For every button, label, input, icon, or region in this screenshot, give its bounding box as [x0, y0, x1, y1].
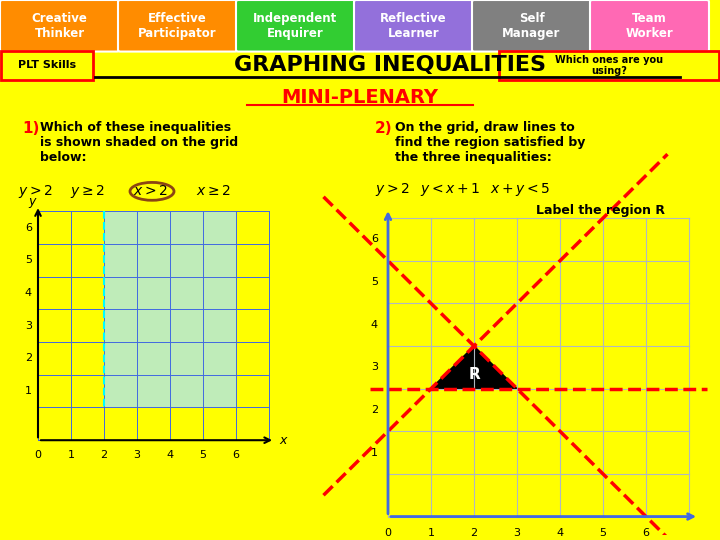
Text: $y > 2$: $y > 2$ [375, 181, 410, 198]
Text: PLT Skills: PLT Skills [18, 60, 76, 70]
Bar [104, 211, 236, 408]
Text: GRAPHING INEQUALITIES: GRAPHING INEQUALITIES [234, 56, 546, 76]
Text: 1: 1 [371, 448, 378, 457]
Text: y: y [28, 195, 36, 208]
Text: $y > 2$: $y > 2$ [18, 183, 53, 200]
FancyBboxPatch shape [590, 0, 709, 51]
Text: $y \geq 2$: $y \geq 2$ [70, 183, 105, 200]
Text: 2: 2 [25, 353, 32, 363]
Text: Which of these inequalities
is shown shaded on the grid
below:: Which of these inequalities is shown sha… [40, 121, 238, 164]
Text: 6: 6 [25, 222, 32, 233]
FancyBboxPatch shape [499, 51, 719, 80]
Text: Label the region R: Label the region R [536, 204, 665, 217]
Text: 6: 6 [642, 529, 649, 538]
Text: 1: 1 [25, 386, 32, 396]
Text: 1: 1 [68, 450, 74, 460]
Text: 0: 0 [384, 529, 392, 538]
Text: 4: 4 [25, 288, 32, 298]
Text: $x > 2$: $x > 2$ [133, 184, 168, 198]
Text: 2: 2 [371, 405, 378, 415]
Text: MINI-PLENARY: MINI-PLENARY [282, 87, 438, 107]
Text: Team
Worker: Team Worker [626, 12, 673, 40]
Text: 2: 2 [100, 450, 107, 460]
Text: 5: 5 [371, 277, 378, 287]
FancyBboxPatch shape [118, 0, 237, 51]
Text: R: R [468, 367, 480, 382]
Text: Reflective
Learner: Reflective Learner [380, 12, 447, 40]
FancyBboxPatch shape [472, 0, 591, 51]
Text: 5: 5 [25, 255, 32, 265]
Text: x: x [279, 434, 287, 447]
Text: 2): 2) [375, 121, 392, 136]
FancyBboxPatch shape [354, 0, 473, 51]
Text: 4: 4 [166, 450, 174, 460]
Text: 0: 0 [35, 450, 42, 460]
FancyBboxPatch shape [236, 0, 355, 51]
Text: $x \geq 2$: $x \geq 2$ [196, 184, 231, 198]
Text: Self
Manager: Self Manager [503, 12, 561, 40]
FancyBboxPatch shape [0, 0, 119, 51]
Text: 3: 3 [133, 450, 140, 460]
Text: 6: 6 [371, 234, 378, 245]
Text: 1: 1 [428, 529, 434, 538]
Text: Creative
Thinker: Creative Thinker [32, 12, 87, 40]
Text: 1): 1) [22, 121, 40, 136]
Text: $y < x + 1$: $y < x + 1$ [420, 181, 480, 198]
Text: 3: 3 [25, 321, 32, 330]
Text: 5: 5 [600, 529, 606, 538]
Text: Which ones are you
using?: Which ones are you using? [555, 55, 663, 76]
Text: 3: 3 [371, 362, 378, 373]
Text: 5: 5 [199, 450, 207, 460]
Text: 3: 3 [513, 529, 521, 538]
Text: 2: 2 [470, 529, 477, 538]
FancyBboxPatch shape [1, 51, 93, 80]
Text: 4: 4 [557, 529, 564, 538]
Text: Effective
Participator: Effective Participator [138, 12, 217, 40]
Text: 4: 4 [371, 320, 378, 330]
Text: 6: 6 [233, 450, 240, 460]
Text: Independent
Enquirer: Independent Enquirer [253, 12, 338, 40]
Text: On the grid, draw lines to
find the region satisfied by
the three inequalities:: On the grid, draw lines to find the regi… [395, 121, 585, 164]
Text: $x + y < 5$: $x + y < 5$ [490, 181, 550, 198]
Polygon shape [431, 346, 517, 389]
